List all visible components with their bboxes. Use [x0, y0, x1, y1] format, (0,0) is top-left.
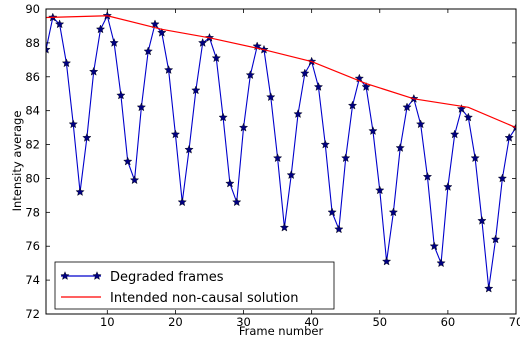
data-point	[279, 222, 290, 232]
data-point	[143, 46, 153, 56]
y-tick-label: 72	[25, 307, 40, 321]
axes-layer: 10 20 30 40 50 60 70 72 74 76 78 80 82 84 86 88 90	[25, 2, 520, 329]
x-tick-label: 50	[372, 315, 387, 329]
data-point	[95, 24, 106, 34]
data-point	[422, 171, 433, 181]
data-point	[286, 170, 296, 179]
legend-item: Degraded frames	[60, 270, 224, 285]
x-tick-label: 20	[168, 315, 183, 329]
data-point	[477, 215, 487, 225]
legend-label: Degraded frames	[110, 270, 224, 285]
data-point	[443, 182, 453, 191]
data-point	[293, 109, 303, 118]
y-tick-label: 88	[25, 36, 40, 50]
data-point	[136, 102, 146, 112]
legend-marker	[60, 271, 70, 280]
data-point	[184, 144, 194, 154]
data-point	[361, 82, 371, 91]
data-point	[89, 66, 99, 76]
legend-box	[54, 261, 335, 310]
legend-item: Intended non-causal solution	[61, 291, 298, 306]
x-axis-label: Frame number	[239, 324, 324, 338]
data-point	[456, 104, 467, 113]
data-point	[245, 70, 255, 79]
data-point	[272, 153, 283, 163]
data-point	[381, 256, 392, 266]
series-layer	[46, 10, 516, 293]
data-point	[170, 129, 181, 139]
data-point	[68, 119, 78, 129]
data-point	[368, 126, 378, 135]
data-point	[211, 53, 221, 63]
plot-frame	[45, 8, 517, 315]
data-point	[402, 102, 412, 112]
data-point	[347, 100, 358, 110]
data-point	[123, 156, 133, 166]
data-point	[177, 197, 187, 207]
data-point	[157, 27, 167, 37]
data-point	[497, 173, 507, 183]
data-point	[109, 38, 119, 47]
data-point	[198, 38, 208, 47]
y-tick-label: 90	[25, 2, 40, 16]
data-point	[116, 90, 126, 100]
data-point	[266, 92, 276, 102]
data-point	[320, 139, 330, 149]
data-point	[436, 258, 446, 268]
data-point	[150, 19, 160, 29]
data-point	[75, 187, 85, 196]
data-point	[225, 178, 235, 188]
data-point	[46, 44, 51, 54]
series-line	[46, 14, 516, 289]
y-tick-label: 80	[25, 171, 40, 185]
legend: Degraded frames Intended non-causal solut…	[54, 261, 335, 310]
y-tick-label: 78	[25, 205, 40, 219]
data-point	[82, 132, 92, 142]
y-tick-label: 76	[25, 239, 40, 253]
series-1	[46, 10, 516, 293]
x-tick-label: 60	[441, 315, 456, 329]
data-point	[232, 197, 242, 207]
data-point	[334, 224, 344, 234]
data-point	[238, 122, 249, 132]
x-tick-label: 30	[236, 315, 251, 329]
data-point	[395, 143, 405, 152]
data-point	[470, 153, 480, 163]
data-point	[129, 175, 140, 185]
data-point	[341, 153, 351, 163]
series-2	[46, 15, 516, 129]
data-point	[416, 119, 426, 129]
data-point	[484, 283, 494, 293]
data-point	[463, 112, 473, 122]
data-point	[313, 82, 324, 91]
y-tick-label: 82	[25, 138, 40, 152]
legend-marker	[92, 271, 102, 280]
data-point	[191, 85, 201, 95]
data-point	[55, 19, 65, 29]
data-point	[327, 207, 337, 217]
x-tick-label: 40	[304, 315, 319, 329]
data-point	[61, 58, 72, 68]
y-tick-label: 84	[25, 104, 40, 118]
data-point	[375, 185, 385, 195]
data-point	[218, 112, 228, 122]
y-tick-label: 86	[25, 70, 40, 84]
data-point	[388, 207, 398, 217]
x-tick-label: 70	[509, 315, 520, 329]
data-point	[429, 241, 439, 251]
y-axis-label: Intensity average	[10, 111, 24, 212]
legend-label: Intended non-causal solution	[110, 291, 298, 306]
data-point	[490, 234, 501, 244]
data-point	[300, 68, 310, 78]
x-tick-label: 10	[100, 315, 115, 329]
data-point	[164, 65, 174, 74]
data-point	[450, 129, 460, 139]
y-tick-label: 74	[25, 273, 40, 287]
data-point	[504, 132, 514, 142]
series-line	[46, 15, 516, 129]
